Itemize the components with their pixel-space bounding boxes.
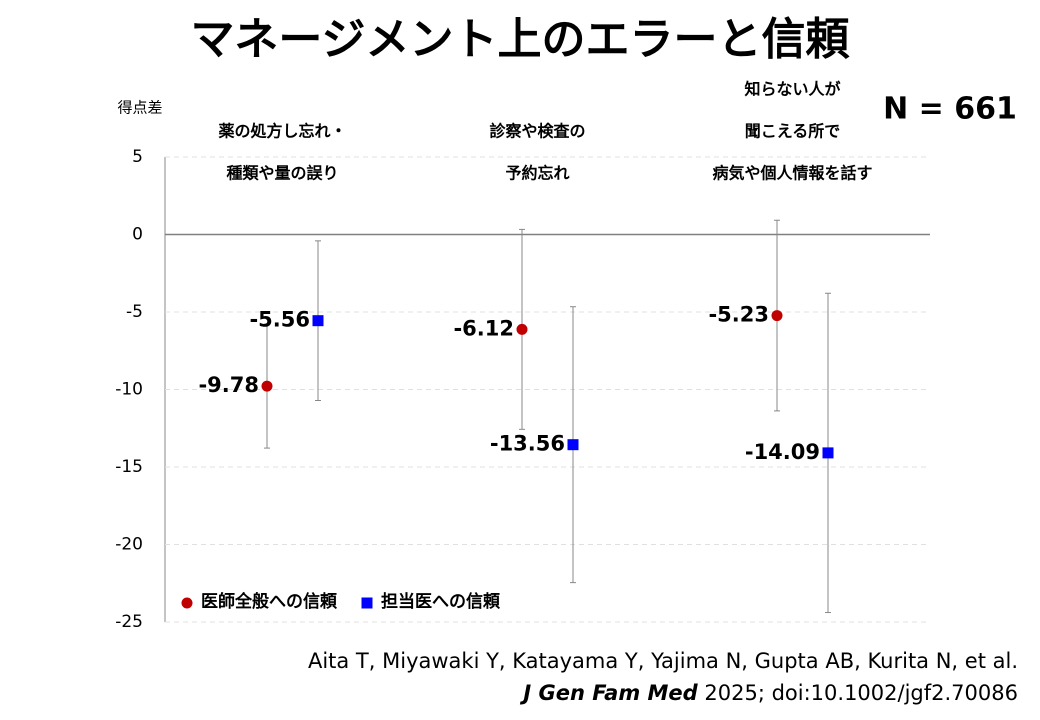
data-point <box>261 380 273 392</box>
data-label: -5.23 <box>708 303 769 327</box>
data-point <box>567 439 579 451</box>
citation-rest: 2025; doi:10.1002/jgf2.70086 <box>698 681 1018 705</box>
y-tick-label: 0 <box>132 225 143 245</box>
y-tick-label: -10 <box>115 380 143 400</box>
journal: J Gen Fam Med <box>519 681 698 705</box>
data-label: -13.56 <box>490 432 565 456</box>
x-category-label: 種類や量の誤り <box>226 164 338 183</box>
y-tick-label: -15 <box>115 457 143 477</box>
data-point <box>312 315 324 327</box>
data-point <box>822 447 834 459</box>
legend-label: 担当医への信頼 <box>381 591 501 612</box>
y-tick-label: -5 <box>126 302 143 322</box>
chart-title: マネージメント上のエラーと信頼 <box>190 14 850 65</box>
data-label: -9.78 <box>198 373 259 397</box>
legend-label: 医師全般への信頼 <box>201 591 338 612</box>
x-category-label: 診察や検査の <box>489 122 585 141</box>
data-point <box>516 323 528 335</box>
x-category-label: 薬の処方し忘れ・ <box>217 122 346 141</box>
annotation: N = 661 <box>883 92 1017 127</box>
legend-marker <box>181 597 193 609</box>
y-tick-label: -25 <box>115 612 143 632</box>
x-category-label: 知らない人が <box>744 80 840 99</box>
x-category-label: 聞こえる所で <box>745 122 841 141</box>
data-point <box>771 310 783 322</box>
data-label: -14.09 <box>745 440 820 464</box>
x-category-label: 病気や個人情報を話す <box>712 164 872 183</box>
citation: J Gen Fam Med 2025; doi:10.1002/jgf2.700… <box>519 681 1018 705</box>
data-label: -6.12 <box>453 316 514 340</box>
citation: Aita T, Miyawaki Y, Katayama Y, Yajima N… <box>308 649 1018 673</box>
legend-marker <box>361 597 373 609</box>
data-label: -5.56 <box>249 308 310 332</box>
x-category-label: 予約忘れ <box>505 164 569 183</box>
y-axis-label: 得点差 <box>117 99 162 117</box>
y-tick-label: -20 <box>115 535 143 555</box>
y-tick-label: 5 <box>132 147 143 167</box>
